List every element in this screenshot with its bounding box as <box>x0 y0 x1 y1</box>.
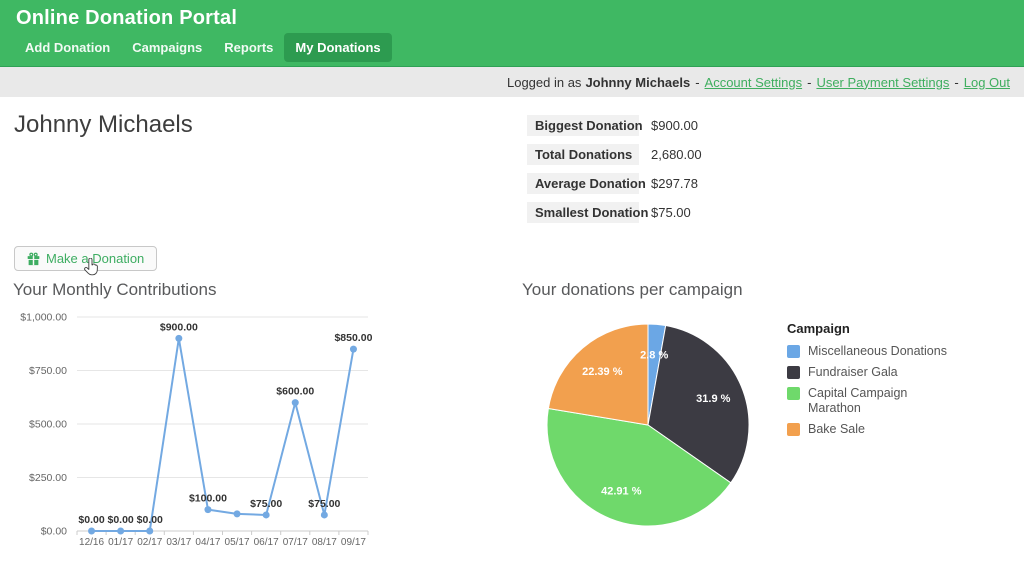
stat-row-biggest-donation: Biggest Donation $900.00 <box>527 115 702 136</box>
x-axis-tick: 08/17 <box>312 537 337 548</box>
donations-pie-chart: 2.8 % 31.9 % 42.91 % 22.39 % <box>544 321 752 529</box>
legend-swatch <box>787 387 800 400</box>
nav-tab-my-donations[interactable]: My Donations <box>284 33 392 62</box>
data-point-07-17[interactable] <box>291 399 299 407</box>
legend-item-bake-sale[interactable]: Bake Sale <box>787 422 959 437</box>
legend-item-miscellaneous-donations[interactable]: Miscellaneous Donations <box>787 344 959 359</box>
stat-label: Total Donations <box>527 144 639 165</box>
nav-tab-add-donation[interactable]: Add Donation <box>25 40 111 55</box>
data-point-05-17[interactable] <box>233 510 241 518</box>
y-axis-tick: $1,000.00 <box>20 312 67 324</box>
stat-label: Biggest Donation <box>527 115 643 136</box>
main-content: Johnny Michaels Biggest Donation $900.00… <box>0 97 1024 566</box>
line-chart-title: Your Monthly Contributions <box>13 280 217 299</box>
app-title: Online Donation Portal <box>16 7 238 29</box>
legend-swatch <box>787 345 800 358</box>
separator: - <box>695 74 700 90</box>
data-point-06-17[interactable] <box>262 511 270 519</box>
stat-value: $75.00 <box>651 205 691 220</box>
stat-row-average-donation: Average Donation $297.78 <box>527 173 702 194</box>
stat-value: $900.00 <box>651 118 698 133</box>
hand-cursor-icon <box>84 257 100 281</box>
legend-swatch <box>787 366 800 379</box>
stat-value: $297.78 <box>651 176 698 191</box>
legend-label: Bake Sale <box>808 422 865 436</box>
data-point-02-17[interactable] <box>146 527 154 535</box>
data-point-label: $0.00 <box>137 514 163 526</box>
link-user-payment-settings[interactable]: User Payment Settings <box>816 74 950 90</box>
data-point-label: $900.00 <box>160 321 198 333</box>
monthly-contributions-chart: $0.00 $250.00 $500.00 $750.00 $1,000.00 12/16… <box>0 300 400 566</box>
legend-title: Campaign <box>787 321 850 336</box>
stat-row-total-donations: Total Donations 2,680.00 <box>527 144 702 165</box>
data-point-03-17[interactable] <box>175 334 183 342</box>
pie-slice-percent-label: 42.91 % <box>601 486 642 498</box>
link-account-settings[interactable]: Account Settings <box>704 74 803 90</box>
x-axis-tick: 01/17 <box>108 537 133 548</box>
data-point-09-17[interactable] <box>349 345 357 353</box>
link-log-out[interactable]: Log Out <box>963 74 1010 90</box>
pie-slice-percent-label: 22.39 % <box>582 366 623 378</box>
y-axis-tick: $250.00 <box>29 472 67 484</box>
data-point-01-17[interactable] <box>117 527 125 535</box>
data-point-label: $75.00 <box>250 498 282 510</box>
x-axis-tick: 02/17 <box>137 537 162 548</box>
legend-label: Capital Campaign Marathon <box>808 386 908 415</box>
page-title: Johnny Michaels <box>14 111 193 138</box>
x-axis-tick: 06/17 <box>254 537 279 548</box>
user-bar: Logged in as Johnny Michaels - Account Sett… <box>0 67 1024 97</box>
data-point-12-16[interactable] <box>88 527 96 535</box>
stat-label: Smallest Donation <box>527 202 648 223</box>
logged-in-text: Logged in as <box>506 74 582 90</box>
data-point-label: $0.00 <box>78 514 104 526</box>
app-header: Online Donation Portal Add Donation Campa… <box>0 0 1024 67</box>
data-point-08-17[interactable] <box>320 511 328 519</box>
gift-icon <box>27 252 40 265</box>
legend-swatch <box>787 423 800 436</box>
logged-in-username: Johnny Michaels <box>585 74 691 90</box>
stat-value: 2,680.00 <box>651 147 702 162</box>
y-axis-tick: $0.00 <box>41 526 67 538</box>
make-donation-button[interactable]: Make a Donation <box>14 246 158 271</box>
x-axis-tick: 09/17 <box>341 537 366 548</box>
x-axis-tick: 03/17 <box>166 537 191 548</box>
pie-slice-percent-label: 31.9 % <box>696 393 730 405</box>
x-axis-tick: 04/17 <box>195 537 220 548</box>
data-point-label: $600.00 <box>276 386 314 398</box>
nav-tab-campaigns[interactable]: Campaigns <box>132 40 203 55</box>
nav-tabs: Add Donation Campaigns Reports My Donations <box>14 33 392 62</box>
separator: - <box>807 74 812 90</box>
stats-table: Biggest Donation $900.00 Total Donations… <box>527 115 702 231</box>
data-point-label: $100.00 <box>189 493 227 505</box>
data-point-label: $75.00 <box>308 498 340 510</box>
data-point-label: $850.00 <box>334 332 372 344</box>
nav-tab-reports[interactable]: Reports <box>224 40 274 55</box>
pie-slice-capital-campaign-marathon[interactable] <box>546 407 732 527</box>
legend-label: Fundraiser Gala <box>808 365 898 379</box>
y-axis-tick: $500.00 <box>29 419 67 431</box>
stat-label: Average Donation <box>527 173 646 194</box>
data-point-04-17[interactable] <box>204 506 212 514</box>
pie-chart-title: Your donations per campaign <box>522 280 743 299</box>
pie-slice-percent-label: 2.8 % <box>640 350 668 362</box>
stat-row-smallest-donation: Smallest Donation $75.00 <box>527 202 702 223</box>
pie-slice-fundraiser-gala[interactable] <box>647 324 750 484</box>
y-axis-tick: $750.00 <box>29 365 67 377</box>
make-donation-label: Make a Donation <box>46 251 145 266</box>
legend-item-capital-campaign-marathon[interactable]: Capital Campaign Marathon <box>787 386 959 416</box>
separator: - <box>954 74 959 90</box>
x-axis-tick: 07/17 <box>283 537 308 548</box>
x-axis-tick: 12/16 <box>79 537 104 548</box>
pie-legend: Campaign Miscellaneous Donations Fundrai… <box>787 321 959 443</box>
x-axis-tick: 05/17 <box>225 537 250 548</box>
legend-label: Miscellaneous Donations <box>808 344 947 358</box>
legend-item-fundraiser-gala[interactable]: Fundraiser Gala <box>787 365 959 380</box>
pie-slice-bake-sale[interactable] <box>547 323 649 426</box>
data-point-label: $0.00 <box>108 514 134 526</box>
